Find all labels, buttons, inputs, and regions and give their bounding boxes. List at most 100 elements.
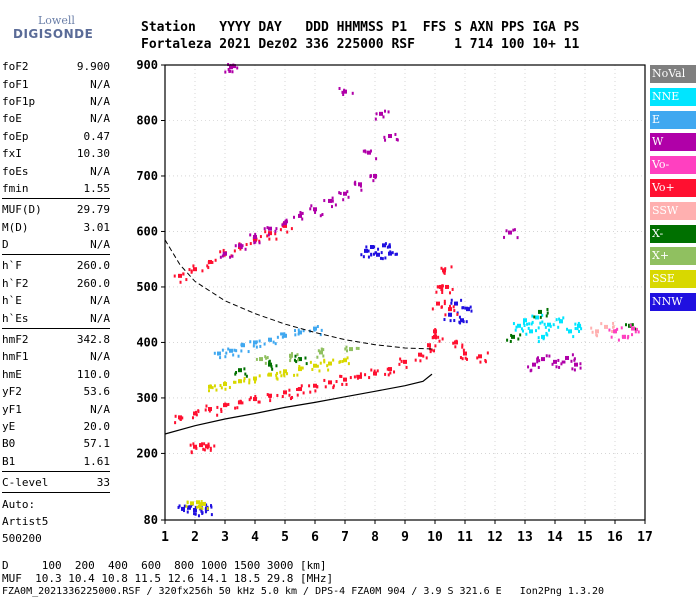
echo-point [547,322,551,327]
echo-point [319,333,322,337]
echo-point [422,354,425,358]
echo-point [579,324,582,328]
legend-item: W [650,133,696,152]
echo-point [284,219,287,223]
echo-point [462,320,465,324]
y-tick-label: 80 [144,513,158,527]
echo-point [232,353,235,357]
echo-point [290,395,293,399]
echo-point [532,362,536,367]
echo-point [358,374,362,379]
echo-point [258,374,261,378]
echo-point [244,372,247,376]
echo-point [541,334,545,339]
echo-point [238,368,242,373]
echo-point [200,509,203,513]
echo-point [513,228,516,232]
echo-point [201,442,204,446]
echo-point [206,264,209,268]
y-tick-label: 500 [136,280,158,294]
echo-point [220,407,223,411]
echo-point [541,357,545,362]
echo-point [436,301,440,306]
echo-point [324,385,327,389]
echo-point [536,357,539,361]
echo-point [349,376,352,380]
echo-point [238,243,242,248]
echo-point [625,323,628,327]
echo-point [245,243,248,247]
echo-point [316,325,319,329]
echo-point [219,384,222,388]
echo-point [276,371,279,375]
echo-point [328,380,332,385]
echo-point [347,362,350,366]
echo-point [199,443,203,448]
echo-point [316,355,319,359]
echo-point [565,355,569,360]
echo-point [372,252,375,256]
echo-point [538,359,541,363]
echo-point [351,91,354,95]
param-value: 342.8 [76,333,110,347]
echo-point [259,357,263,362]
echo-point [367,150,371,155]
param-value: 9.900 [76,60,110,74]
echo-point [178,415,182,420]
param-value: N/A [90,402,110,416]
param-row: yE 20.0 [2,418,110,435]
echo-point [367,255,370,259]
param-row: B1 1.61 [2,453,110,470]
echo-point [369,149,372,153]
legend-item: E [650,110,696,129]
echo-point [296,387,299,391]
echo-point [268,226,272,231]
echo-trace [234,307,638,378]
echo-point [190,501,194,506]
echo-point [345,382,348,386]
echo-point [537,326,540,330]
echo-point [297,358,300,362]
echo-point [389,250,392,254]
echo-point [434,333,437,337]
echo-point [635,327,638,331]
parameter-panel: foF2 9.900 foF1 N/A foF1p N/A foE N/A foEp 0.47 fx… [2,58,110,548]
echo-point [240,349,243,353]
echo-point [456,312,459,316]
echo-point [566,327,569,331]
echo-point [234,406,237,410]
param-row: C-level 33 [2,474,110,491]
y-tick-label: 800 [136,113,158,127]
echo-point [213,351,216,355]
echo-point [313,326,317,331]
echo-point [201,511,204,515]
echo-point [179,417,182,421]
echo-point [211,260,214,264]
echo-point [233,249,236,253]
echo-point [280,374,283,378]
echo-point [309,207,312,211]
echo-point [213,444,216,448]
echo-point [243,376,246,380]
echo-point [321,213,324,217]
echo-point [591,330,594,334]
echo-point [354,180,357,184]
echo-point [268,231,272,236]
echo-point [341,359,344,363]
echo-point [548,328,551,332]
echo-trace [224,63,519,240]
echo-point [452,341,455,345]
param-value: 260.0 [76,276,110,290]
echo-point [370,245,374,249]
echo-point [263,342,266,346]
echo-point [431,336,434,340]
echo-point [238,379,241,383]
echo-point [196,505,199,509]
echo-point [323,358,326,362]
echo-point [298,330,302,335]
echo-point [452,305,455,309]
echo-point [193,267,197,272]
echo-point [555,365,558,369]
echo-point [209,448,212,452]
echo-point [433,329,437,334]
